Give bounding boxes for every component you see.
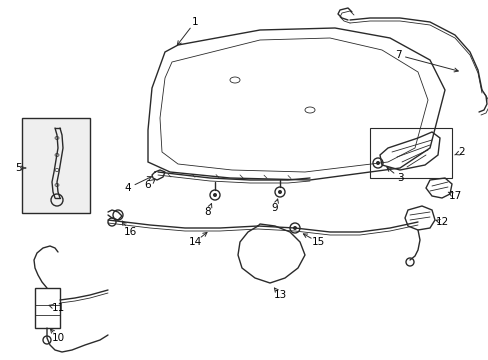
Bar <box>35 288 60 328</box>
Text: 8: 8 <box>204 207 211 217</box>
Bar <box>22 118 90 213</box>
Text: 9: 9 <box>271 203 278 213</box>
Text: 16: 16 <box>123 227 136 237</box>
Bar <box>369 128 451 178</box>
Text: 7: 7 <box>394 50 401 60</box>
Circle shape <box>375 161 379 165</box>
Text: 3: 3 <box>396 173 403 183</box>
Text: 12: 12 <box>434 217 447 227</box>
Text: 13: 13 <box>273 290 286 300</box>
Text: 11: 11 <box>51 303 64 313</box>
Text: 10: 10 <box>51 333 64 343</box>
Text: 5: 5 <box>15 163 21 173</box>
Text: 2: 2 <box>458 147 465 157</box>
Circle shape <box>278 190 282 194</box>
Circle shape <box>292 226 296 230</box>
Text: 1: 1 <box>191 17 198 27</box>
Circle shape <box>213 193 217 197</box>
Text: 4: 4 <box>124 183 131 193</box>
Text: 6: 6 <box>144 180 151 190</box>
Text: 15: 15 <box>311 237 324 247</box>
Text: 17: 17 <box>447 191 461 201</box>
Text: 14: 14 <box>188 237 201 247</box>
